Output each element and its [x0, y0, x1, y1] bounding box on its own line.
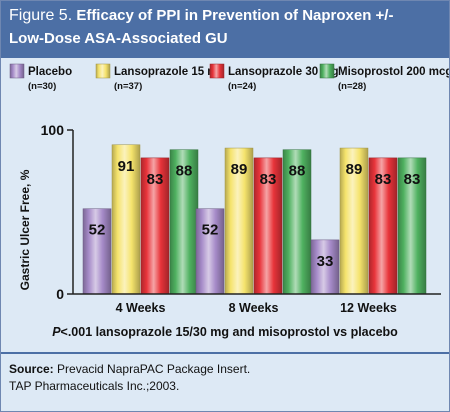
figure-title-line-1: Efficacy of PPI in Prevention of Naproxe… — [76, 7, 394, 24]
source-label: Source: — [9, 362, 54, 376]
legend-n-1: (n=30) — [28, 81, 56, 92]
bar-3-3 — [368, 157, 398, 295]
bar-2-3 — [253, 157, 283, 295]
y-axis-ticks: 0 100 — [41, 122, 73, 302]
bar-group-3: 33 89 83 83 — [310, 147, 427, 295]
legend-n-3: (n=24) — [228, 81, 256, 92]
divider — [1, 352, 449, 354]
bar-value-3-1: 33 — [317, 253, 334, 270]
bar-1-1 — [82, 208, 112, 295]
legend-label-2: Lansoprazole 15 mg — [114, 66, 225, 78]
footnote-text: <.001 lansoprazole 15/30 mg and misopros… — [60, 325, 398, 339]
x-tick-label-3: 12 Weeks — [340, 301, 397, 315]
bar-value-3-2: 89 — [346, 161, 363, 178]
title-banner: Figure 5. Efficacy of PPI in Prevention … — [1, 1, 449, 58]
bar-value-1-4: 88 — [176, 163, 193, 180]
legend-label-4: Misoprostol 200 mcg — [338, 66, 449, 78]
source-line-1: Source: Prevacid NapraPAC Package Insert… — [9, 361, 250, 378]
figure-label: Figure 5. — [9, 7, 73, 24]
y-tick-label-100: 100 — [41, 122, 65, 138]
legend-label-1: Placebo — [28, 66, 72, 78]
bar-value-3-3: 83 — [375, 171, 392, 188]
bar-1-4 — [169, 149, 199, 295]
bar-value-1-3: 83 — [147, 171, 164, 188]
bar-value-2-2: 89 — [231, 161, 248, 178]
legend-swatch-3 — [209, 63, 225, 79]
bar-chart: Placebo (n=30) Lansoprazole 15 mg (n=37) Lan… — [9, 63, 449, 315]
source-text-2: TAP Pharmaceuticals Inc.;2003. — [9, 379, 180, 393]
bar-value-1-2: 91 — [118, 158, 135, 175]
x-axis-labels: 4 Weeks 8 Weeks 12 Weeks — [116, 301, 397, 315]
y-tick-label-0: 0 — [56, 286, 64, 302]
x-tick-label-2: 8 Weeks — [229, 301, 279, 315]
bar-3-4 — [397, 157, 427, 295]
bar-3-1 — [310, 239, 340, 295]
y-axis-label: Gastric Ulcer Free, % — [18, 169, 32, 290]
legend-label-3: Lansoprazole 30 mg — [228, 66, 339, 78]
bar-2-2 — [224, 147, 254, 295]
bar-value-2-4: 88 — [289, 163, 306, 180]
footnote-p-symbol: P — [52, 325, 61, 339]
legend-swatch-4 — [319, 63, 335, 79]
source-text-1: Prevacid NapraPAC Package Insert. — [57, 362, 251, 376]
chart-legend: Placebo (n=30) Lansoprazole 15 mg (n=37) Lan… — [9, 63, 449, 92]
bar-1-2 — [111, 144, 141, 295]
bar-2-4 — [282, 149, 312, 295]
bar-group-2: 52 89 83 88 — [195, 147, 312, 295]
legend-n-2: (n=37) — [114, 81, 142, 92]
legend-n-4: (n=28) — [338, 81, 366, 92]
source-citation: Source: Prevacid NapraPAC Package Insert… — [9, 361, 250, 395]
bar-group-1: 52 91 83 88 — [82, 144, 199, 295]
legend-swatch-2 — [95, 63, 111, 79]
legend-swatch-1 — [9, 63, 25, 79]
title-line-1: Figure 5. Efficacy of PPI in Prevention … — [9, 7, 393, 25]
figure-title-line-2: Low-Dose ASA-Associated GU — [9, 30, 228, 47]
bar-1-3 — [140, 157, 170, 295]
bar-value-1-1: 52 — [89, 222, 106, 239]
bar-value-3-4: 83 — [404, 171, 421, 188]
significance-footnote: P<.001 lansoprazole 15/30 mg and misopro… — [1, 325, 449, 339]
bar-groups: 52 91 83 88 52 89 83 88 33 89 83 83 — [82, 144, 427, 295]
bar-2-1 — [195, 208, 225, 295]
bar-value-2-1: 52 — [202, 222, 219, 239]
x-tick-label-1: 4 Weeks — [116, 301, 166, 315]
bar-value-2-3: 83 — [260, 171, 277, 188]
